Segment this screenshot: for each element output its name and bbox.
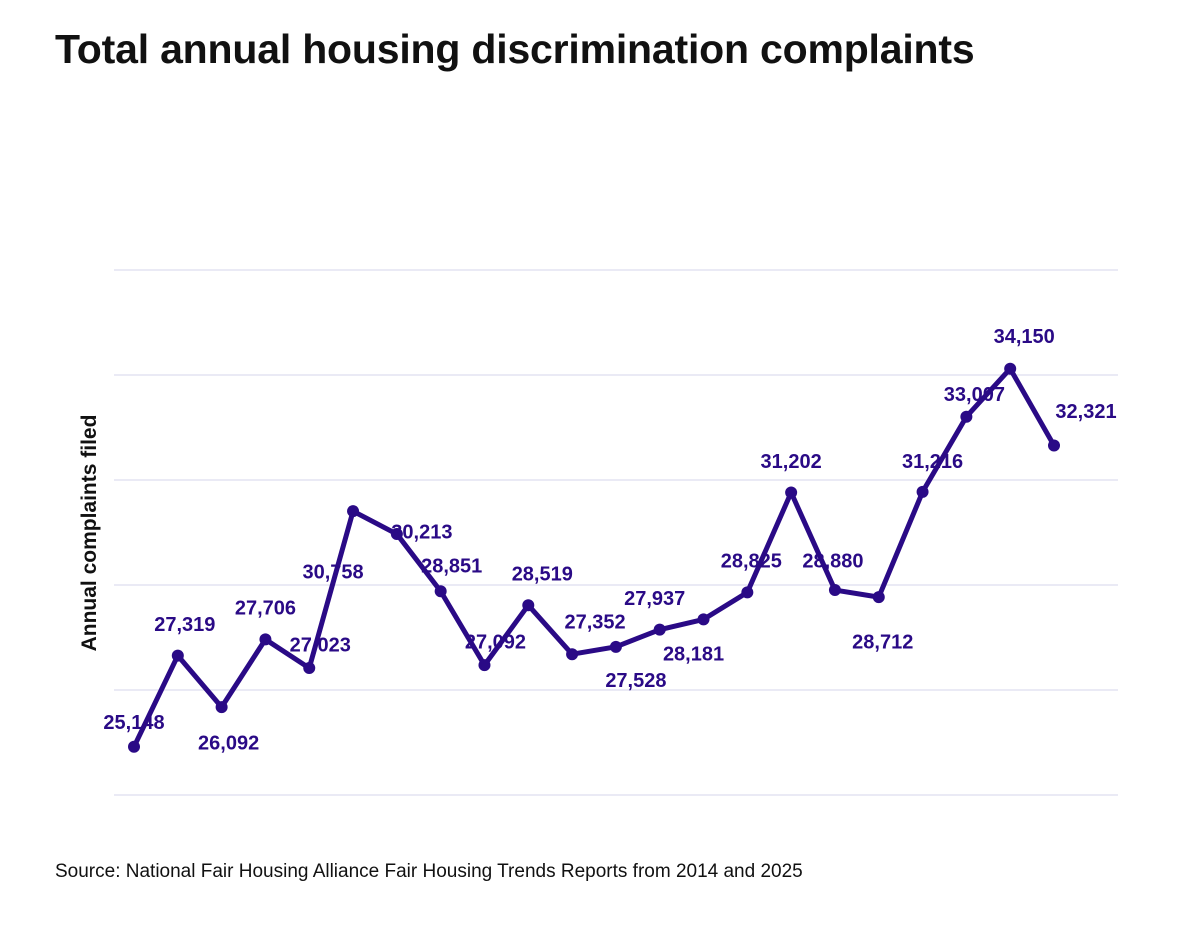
data-label: 28,880	[802, 550, 863, 572]
data-point	[916, 485, 929, 498]
data-label: 31,216	[902, 451, 963, 473]
data-point	[303, 662, 316, 675]
data-label: 30,758	[302, 561, 363, 583]
data-label: 31,202	[761, 451, 822, 473]
data-label: 27,528	[605, 670, 666, 692]
data-point	[1004, 362, 1017, 375]
data-label: 25,148	[103, 712, 164, 734]
data-point	[347, 505, 360, 518]
data-point	[390, 528, 403, 541]
data-label: 27,023	[290, 634, 351, 656]
data-point	[128, 740, 140, 753]
data-point	[259, 633, 272, 646]
data-label: 28,519	[512, 563, 573, 585]
data-label: 27,706	[235, 598, 296, 620]
data-point	[1048, 439, 1060, 452]
data-point	[609, 640, 622, 653]
data-point	[872, 591, 885, 604]
data-label: 27,319	[154, 614, 215, 636]
data-label: 34,150	[994, 326, 1055, 348]
source-note: Source: National Fair Housing Alliance F…	[55, 861, 803, 882]
data-points	[128, 362, 1060, 753]
data-label: 27,352	[565, 611, 626, 633]
data-point	[785, 486, 798, 499]
data-point	[697, 613, 710, 626]
data-point	[653, 623, 666, 636]
data-label: 28,181	[663, 644, 724, 666]
data-point	[828, 584, 841, 597]
chart-title: Total annual housing discrimination comp…	[55, 26, 975, 72]
series-line	[131, 366, 1057, 750]
data-point	[566, 648, 579, 661]
data-label: 28,825	[721, 551, 782, 573]
data-label: 26,092	[198, 732, 259, 754]
data-label: 33,007	[944, 384, 1005, 406]
data-label: 27,937	[624, 588, 685, 610]
data-label: 27,092	[465, 631, 526, 653]
data-point	[215, 701, 228, 714]
data-point	[522, 599, 535, 612]
data-point	[434, 585, 447, 598]
data-point	[741, 586, 754, 599]
data-label: 30,213	[391, 521, 452, 543]
data-label: 28,712	[852, 631, 913, 653]
data-labels: 25,148 27,319 26,092 27,706 27,023 30,758 30,2…	[103, 326, 1116, 754]
data-point	[478, 659, 491, 672]
gridlines	[114, 269, 1118, 796]
data-point	[960, 410, 973, 423]
data-point	[171, 649, 184, 662]
data-label: 28,851	[421, 556, 482, 578]
series-line-group	[131, 366, 1057, 750]
data-label: 32,321	[1055, 401, 1116, 423]
